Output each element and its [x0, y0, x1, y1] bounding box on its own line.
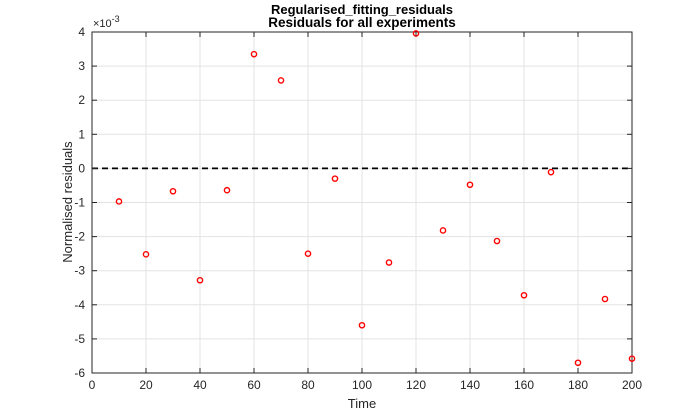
data-point — [142, 251, 150, 258]
x-tick-label: 40 — [193, 378, 207, 392]
x-axis-label: Time — [348, 396, 376, 411]
y-tick-label: 3 — [78, 59, 85, 73]
x-tick-label: 200 — [622, 378, 642, 392]
x-tick-label: 80 — [301, 378, 315, 392]
x-tick-label: 160 — [514, 378, 534, 392]
y-tick-label: -3 — [74, 264, 85, 278]
data-point — [439, 227, 447, 234]
x-tick-label: 20 — [139, 378, 153, 392]
y-axis-exponent: ×10-3 — [93, 14, 120, 30]
y-tick-label: -2 — [74, 230, 85, 244]
y-tick-label: 1 — [78, 127, 85, 141]
x-tick-label: 0 — [89, 378, 96, 392]
y-tick-label: 4 — [78, 25, 85, 39]
data-point — [169, 187, 177, 195]
data-point — [574, 359, 582, 367]
data-point — [412, 30, 420, 37]
y-tick-label: -6 — [74, 366, 85, 380]
y-tick-label: -4 — [74, 298, 85, 312]
y-tick-label: -1 — [74, 196, 85, 210]
data-point — [304, 250, 312, 257]
data-point — [115, 198, 123, 205]
data-point — [358, 321, 366, 329]
data-point — [250, 50, 258, 58]
data-point — [196, 276, 204, 284]
x-tick-label: 140 — [460, 378, 480, 392]
x-tick-label: 100 — [352, 378, 372, 392]
y-tick-label: 2 — [78, 93, 85, 107]
y-tick-label: 0 — [78, 161, 85, 175]
figure-suptitle: Regularised_fitting_residuals — [271, 2, 453, 17]
data-point — [466, 181, 474, 189]
data-point — [223, 186, 231, 194]
data-point — [601, 295, 609, 303]
data-point — [628, 355, 636, 362]
y-axis-exponent-base: ×10 — [93, 18, 112, 30]
chart-title: Residuals for all experiments — [268, 15, 456, 30]
y-axis-exponent-power: -3 — [112, 14, 120, 24]
data-point — [520, 291, 528, 299]
data-point — [493, 237, 501, 245]
x-tick-label: 120 — [406, 378, 426, 392]
data-point — [547, 168, 555, 176]
data-point — [277, 77, 285, 84]
x-tick-label: 180 — [568, 378, 588, 392]
data-point — [385, 259, 393, 266]
plot-area: 0 20 40 60 80 100 120 140 160 180 200 -6 -5 -4 -3 -2 -1 0… — [74, 25, 642, 392]
x-tick-label: 60 — [247, 378, 261, 392]
y-tick-label: -5 — [74, 332, 85, 346]
y-axis-label: Normalised residuals — [60, 141, 75, 263]
data-point — [331, 175, 339, 182]
